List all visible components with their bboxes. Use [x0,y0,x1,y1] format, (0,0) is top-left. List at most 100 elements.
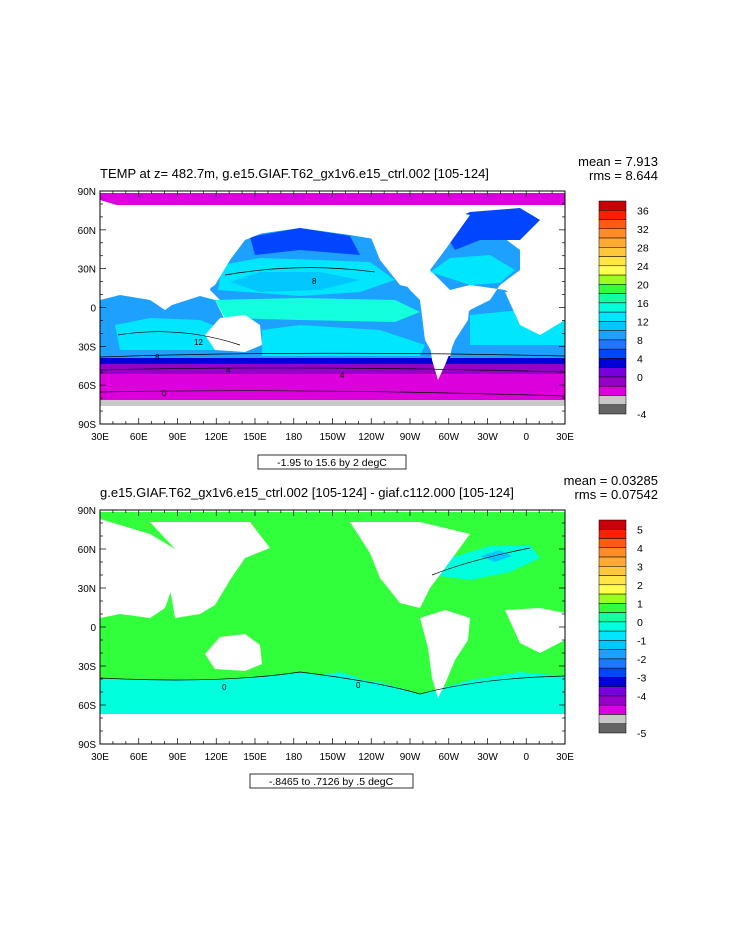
colorbar-swatch [598,529,627,539]
colorbar-swatch [598,395,627,405]
panel-temperature: TEMP at z= 482.7m, g.e15.GIAF.T62_gx1v6.… [78,154,658,470]
colorbar-swatch [598,256,627,267]
contour-label: 4 [226,366,231,375]
colorbar-swatch [598,603,627,613]
colorbar-swatch [598,385,627,396]
x-tick-label: 30W [477,432,498,443]
colorbar-label: -2 [637,654,646,666]
x-tick-label: 180 [285,752,302,763]
x-tick-label: 150E [243,432,267,443]
axis-ticks [99,509,566,745]
colorbar-swatch [598,228,627,239]
colorbar-label: 36 [637,205,649,217]
x-tick-label: 150W [319,432,346,443]
colorbar-swatch [598,575,627,586]
colorbar-swatch [598,302,627,313]
x-tick-label: 120W [358,752,385,763]
ocean-indian-warm [115,318,232,350]
colorbar-swatch [598,247,627,257]
colorbar-swatch [598,667,627,678]
colorbar-swatch [598,677,627,687]
land-asia [150,205,270,300]
contour-label: 8 [312,277,317,286]
colorbar-label: -3 [637,672,646,684]
x-tick-label: 90W [400,432,421,443]
x-tick-label: 30E [91,432,109,443]
x-tick-label: 0 [523,432,529,443]
y-tick-label: 30N [78,584,96,595]
axis-ticks [99,190,566,425]
contour-label: 8 [155,353,160,362]
contour-label: 0 [222,683,227,692]
colorbar-swatch [598,274,627,285]
contour-label: 4 [340,371,345,380]
contour-line [224,267,376,276]
land-africa [100,519,175,618]
colorbar-swatch [598,593,627,604]
x-tick-label: 0 [523,752,529,763]
colorbar-label: 20 [637,279,649,291]
x-tick-label: 90E [169,752,187,763]
colorbar: 5 4 3 2 1 0 -1 -2 -3 -4 -5 [598,519,646,740]
colorbar-swatch [598,293,627,304]
land-australia [205,634,262,671]
ocean-pacific-nw-blue [250,228,360,255]
contour-line [431,547,531,576]
colorbar-swatch [598,714,627,724]
colorbar-swatch [598,237,627,248]
stat-rms: rms = 0.07542 [575,487,658,502]
colorbar-swatch [598,704,627,715]
colorbar-swatch [598,311,627,322]
x-tick-label: 30E [556,432,574,443]
colorbar-label: 0 [637,372,643,384]
colorbar-label: 24 [637,261,649,273]
colorbar-swatch [598,566,627,576]
x-tick-label: 120W [358,432,385,443]
band-southern-magenta [100,370,565,400]
panel-title: g.e15.GIAF.T62_gx1v6.e15_ctrl.002 [105-1… [100,485,514,500]
land-africa [100,200,175,300]
y-tick-label: 60S [78,701,96,712]
land-north-america [350,205,470,290]
x-tick-label: 60W [438,432,459,443]
contour-label: 0 [162,389,167,398]
x-tick-label: 150W [319,752,346,763]
colorbar-swatch [598,630,627,641]
x-tick-label: 30E [91,752,109,763]
colorbar-label: 2 [637,580,643,592]
colorbar-swatch [598,200,627,211]
band-southern-blue [100,356,565,364]
colorbar-swatch [598,686,627,697]
panel-difference: g.e15.GIAF.T62_gx1v6.e15_ctrl.002 [105-1… [78,473,658,789]
colorbar: 36 32 28 24 20 16 12 8 4 0 -4 [598,200,649,421]
y-tick-label: 0 [90,623,96,634]
y-tick-label: 30S [78,342,96,353]
x-tick-label: 120E [205,752,229,763]
colorbar-label: 16 [637,298,649,310]
land-asia [150,522,270,618]
x-tick-label: 30E [556,752,574,763]
colorbar-swatch [598,367,627,378]
contour-line [117,331,241,346]
y-tick-label: 30S [78,662,96,673]
range-label: -1.95 to 15.6 by 2 degC [277,457,387,469]
colorbar-swatch [598,621,627,632]
colorbar-label: 28 [637,242,649,254]
panel-title: TEMP at z= 482.7m, g.e15.GIAF.T62_gx1v6.… [100,166,489,181]
colorbar-label: 8 [637,335,643,347]
land-south-america [420,610,470,698]
range-label: -.8465 to .7126 by .5 degC [269,776,394,788]
x-tick-label: 90W [400,752,421,763]
contour-line [100,367,565,373]
y-axis: 90N 60N 30N 0 30S 60S 90S [78,187,97,431]
ocean-pacific-equator [215,298,420,322]
colorbar-swatch [598,640,627,650]
ocean-pacific-subtropic-s [262,325,425,356]
ocean-pacific-core-n [230,272,360,292]
colorbar-label: 3 [637,561,643,573]
x-tick-label: 60E [130,432,148,443]
stat-mean: mean = 7.913 [578,154,658,169]
colorbar-label: 0 [637,617,643,629]
land-antarctica [100,714,565,744]
